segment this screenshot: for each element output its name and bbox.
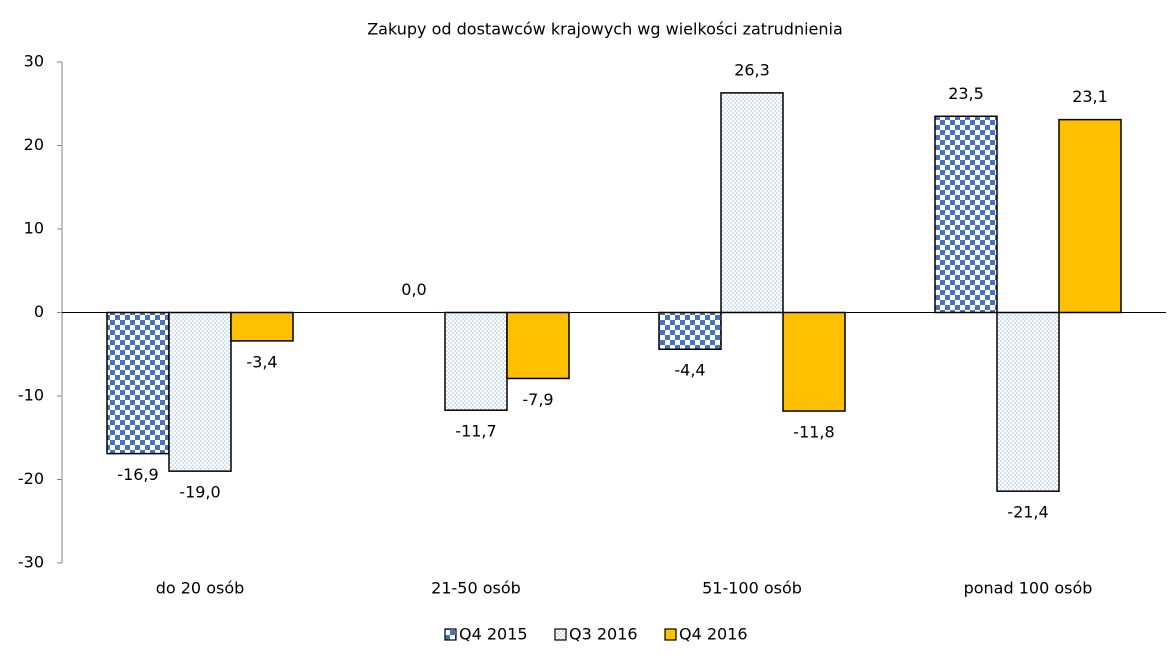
bar (782, 311, 846, 412)
y-tick-label: -20 (18, 469, 44, 488)
x-tick-label: 51-100 osób (702, 579, 802, 598)
legend-swatch (554, 628, 567, 641)
chart-title: Zakupy od dostawców krajowych wg wielkoś… (367, 20, 843, 39)
y-tick-label: 30 (24, 52, 44, 71)
x-tick-label: 21-50 osób (431, 579, 521, 598)
legend-label: Q3 2016 (569, 625, 638, 644)
bar (168, 311, 232, 472)
y-tick-label: -10 (18, 386, 44, 405)
legend-swatch (444, 628, 457, 641)
legend-label: Q4 2015 (459, 625, 528, 644)
data-label: -19,0 (179, 483, 220, 502)
data-label: -3,4 (246, 352, 277, 371)
y-tick-label: -30 (18, 553, 44, 572)
y-tick-label: 10 (24, 219, 44, 238)
bar (1058, 118, 1122, 314)
bar (230, 311, 294, 342)
x-tick-label: do 20 osób (156, 579, 245, 598)
data-label: -7,9 (522, 390, 553, 409)
bar (106, 311, 170, 455)
data-label: -16,9 (117, 465, 158, 484)
data-label: -11,7 (455, 422, 496, 441)
bar (444, 311, 508, 411)
bar (658, 311, 722, 350)
data-label: 23,1 (1072, 87, 1108, 106)
y-tick-label: 20 (24, 135, 44, 154)
y-tick-label: 0 (34, 302, 44, 321)
bar (996, 311, 1060, 492)
data-label: -11,8 (793, 423, 834, 442)
bar (720, 92, 784, 314)
legend-swatch (664, 628, 677, 641)
legend-label: Q4 2016 (679, 625, 748, 644)
data-label: -4,4 (674, 361, 705, 380)
data-label: 23,5 (948, 84, 984, 103)
x-tick-label: ponad 100 osób (964, 579, 1093, 598)
bar (506, 311, 570, 380)
bar (934, 115, 998, 314)
data-label: -21,4 (1007, 503, 1048, 522)
data-label: 26,3 (734, 60, 770, 79)
data-label: 0,0 (401, 280, 426, 299)
